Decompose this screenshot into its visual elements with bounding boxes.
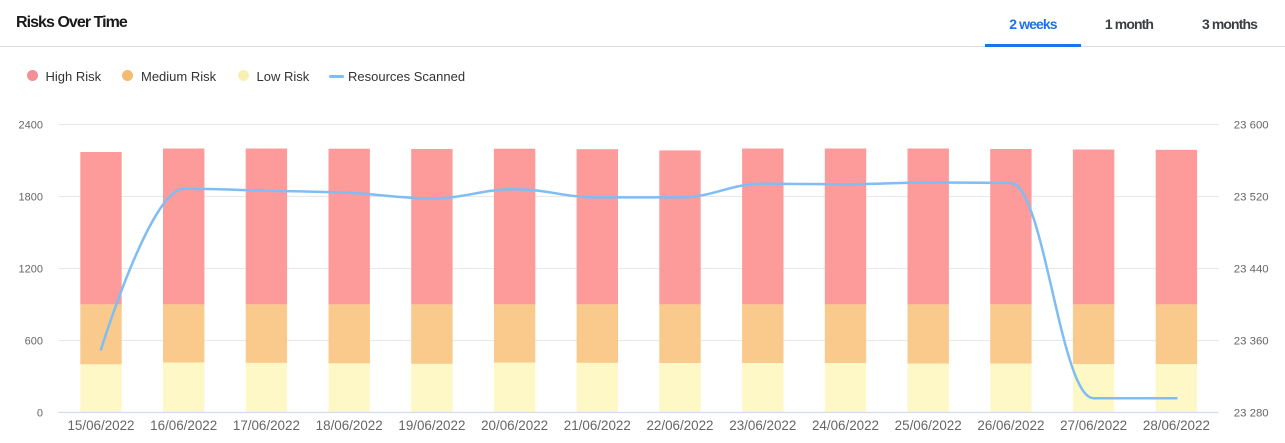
- svg-text:25/06/2022: 25/06/2022: [895, 418, 962, 433]
- svg-text:23 360: 23 360: [1234, 335, 1269, 347]
- svg-text:23 600: 23 600: [1234, 119, 1269, 131]
- svg-text:22/06/2022: 22/06/2022: [646, 418, 713, 433]
- svg-text:0: 0: [37, 407, 43, 419]
- svg-text:23 280: 23 280: [1234, 407, 1269, 419]
- svg-text:600: 600: [25, 335, 43, 347]
- svg-text:27/06/2022: 27/06/2022: [1060, 418, 1127, 433]
- svg-text:2400: 2400: [19, 119, 43, 131]
- svg-text:15/06/2022: 15/06/2022: [67, 418, 134, 433]
- svg-text:18/06/2022: 18/06/2022: [316, 418, 383, 433]
- svg-text:20/06/2022: 20/06/2022: [481, 418, 548, 433]
- svg-text:23/06/2022: 23/06/2022: [729, 418, 796, 433]
- svg-text:1200: 1200: [19, 263, 43, 275]
- svg-text:26/06/2022: 26/06/2022: [977, 418, 1044, 433]
- svg-text:16/06/2022: 16/06/2022: [150, 418, 217, 433]
- svg-text:23 520: 23 520: [1234, 191, 1269, 203]
- svg-text:23 440: 23 440: [1234, 263, 1269, 275]
- svg-text:1800: 1800: [19, 191, 43, 203]
- svg-text:19/06/2022: 19/06/2022: [398, 418, 465, 433]
- svg-text:17/06/2022: 17/06/2022: [233, 418, 300, 433]
- svg-text:21/06/2022: 21/06/2022: [564, 418, 631, 433]
- svg-text:24/06/2022: 24/06/2022: [812, 418, 879, 433]
- svg-text:28/06/2022: 28/06/2022: [1143, 418, 1210, 433]
